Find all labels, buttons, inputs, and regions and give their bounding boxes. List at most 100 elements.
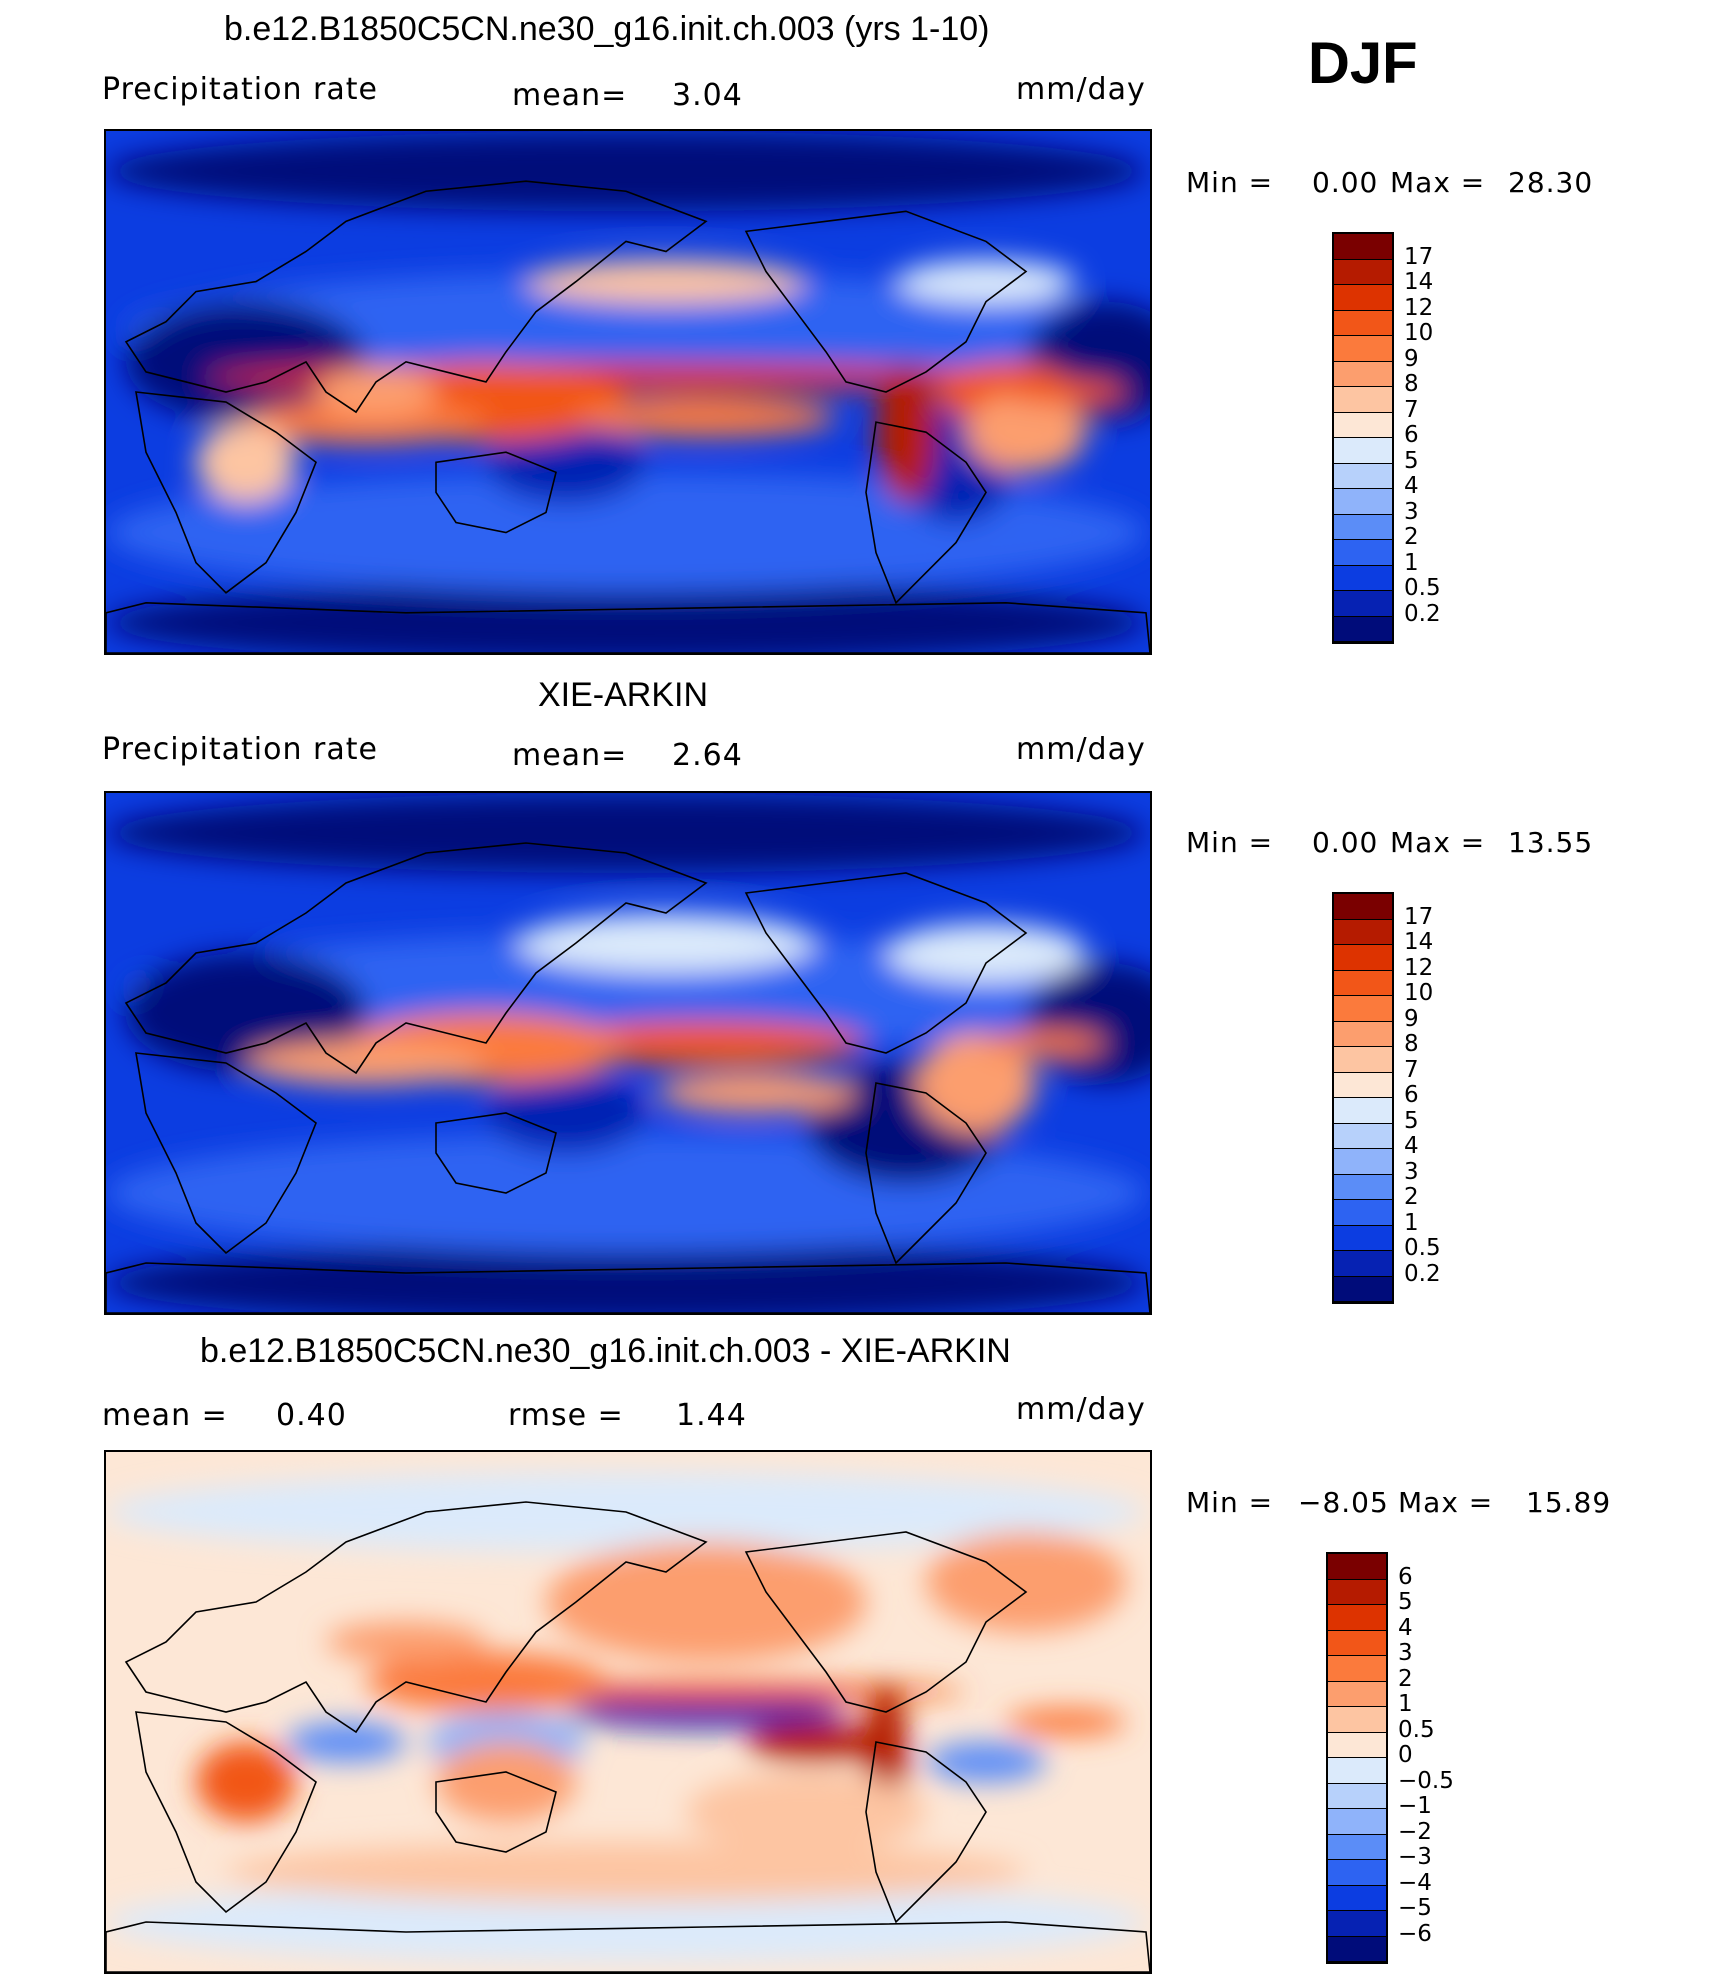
panel1-max-value: 28.30 xyxy=(1508,166,1594,199)
coastline xyxy=(435,1112,557,1194)
colorbar-cell xyxy=(1328,1860,1386,1886)
colorbar-tick-label: 1 xyxy=(1398,1691,1413,1717)
colorbar-tick-label: 4 xyxy=(1404,1133,1419,1159)
colorbar-cell xyxy=(1334,591,1392,617)
colorbar-cell xyxy=(1334,1047,1392,1073)
panel2-colorbar xyxy=(1332,892,1394,1304)
colorbar-tick-label: −2 xyxy=(1398,1818,1432,1845)
colorbar-tick-label: 6 xyxy=(1398,1563,1413,1590)
panel1-variable-label: Precipitation rate xyxy=(102,72,378,107)
field-blob xyxy=(316,366,436,418)
colorbar-tick-label: 0.2 xyxy=(1404,600,1441,627)
field-blob xyxy=(246,400,486,445)
colorbar-tick-label: 1 xyxy=(1404,549,1419,576)
colorbar-cell xyxy=(1334,463,1392,489)
colorbar-tick-label: 9 xyxy=(1404,345,1419,372)
colorbar-cell xyxy=(1334,412,1392,438)
field-blob xyxy=(486,422,646,503)
colorbar-tick-label: −4 xyxy=(1398,1869,1432,1896)
colorbar-tick-label: −0.5 xyxy=(1398,1767,1454,1794)
colorbar-tick-label: 6 xyxy=(1404,1082,1419,1108)
field-blob xyxy=(106,1882,1146,1962)
colorbar-cell xyxy=(1334,616,1392,642)
panel1-min-value: 0.00 xyxy=(1312,166,1379,199)
colorbar-cell xyxy=(1328,1758,1386,1784)
colorbar-tick-label: 14 xyxy=(1404,929,1434,955)
coastline xyxy=(744,872,1028,1054)
panel3-units: mm/day xyxy=(1016,1392,1146,1427)
coastline xyxy=(106,1921,1150,1972)
colorbar-tick-label: 3 xyxy=(1398,1640,1413,1666)
field-blob xyxy=(886,923,1086,983)
colorbar-tick-label: 5 xyxy=(1404,447,1419,474)
coastline xyxy=(135,1711,317,1914)
colorbar-cell xyxy=(1334,970,1392,996)
colorbar-cell xyxy=(1334,945,1392,971)
panel3-min-value: −8.05 xyxy=(1298,1486,1389,1519)
colorbar-tick-label: 0.5 xyxy=(1404,575,1441,601)
field-blob xyxy=(486,1073,646,1153)
colorbar-cell xyxy=(1334,361,1392,387)
colorbar-tick-label: 0.5 xyxy=(1404,1235,1441,1261)
field-blob xyxy=(876,361,936,503)
coastline xyxy=(124,180,708,414)
colorbar-cell xyxy=(1334,1123,1392,1149)
panel1-units: mm/day xyxy=(1016,72,1146,107)
coastline xyxy=(435,451,557,534)
panel3-min-label: Min = xyxy=(1186,1486,1274,1519)
colorbar-tick-label: 4 xyxy=(1398,1614,1413,1641)
colorbar-cell xyxy=(1334,1098,1392,1124)
coastline xyxy=(135,391,317,594)
colorbar-cell xyxy=(1334,285,1392,311)
colorbar-cell xyxy=(1334,1174,1392,1200)
colorbar-tick-label: 0.5 xyxy=(1398,1716,1435,1743)
panel2-mean-label: mean= xyxy=(512,738,628,773)
panel1-max-label: Max = xyxy=(1390,166,1486,199)
field-blob xyxy=(566,1696,846,1728)
panel1-mean-label: mean= xyxy=(512,78,628,113)
colorbar-tick-label: 10 xyxy=(1404,320,1434,346)
colorbar-tick-label: 8 xyxy=(1404,1031,1419,1057)
colorbar-cell xyxy=(1334,438,1392,464)
colorbar-tick-label: 5 xyxy=(1404,1107,1419,1134)
panel1-mean-value: 3.04 xyxy=(672,78,743,113)
colorbar-cell xyxy=(1334,996,1392,1022)
field-blob xyxy=(926,1742,1046,1782)
field-blob xyxy=(326,1622,486,1662)
coastline xyxy=(135,1052,317,1255)
field-blob xyxy=(746,1722,886,1762)
coastline xyxy=(744,1531,1028,1713)
colorbar-cell xyxy=(1328,1783,1386,1809)
field-blob xyxy=(196,422,296,503)
coastline xyxy=(106,1262,1150,1313)
colorbar-tick-label: 9 xyxy=(1404,1005,1419,1032)
colorbar-tick-label: 7 xyxy=(1404,396,1419,423)
colorbar-cell xyxy=(1334,894,1392,920)
panel2-variable-label: Precipitation rate xyxy=(102,732,378,767)
colorbar-tick-label: 2 xyxy=(1398,1665,1413,1692)
field-blob xyxy=(966,392,1086,473)
field-blob xyxy=(196,1742,296,1822)
panel2-map xyxy=(104,791,1152,1315)
colorbar-tick-label: 2 xyxy=(1404,524,1419,550)
colorbar-tick-label: 6 xyxy=(1404,422,1419,448)
field-blob xyxy=(986,1031,1106,1055)
colorbar-cell xyxy=(1334,234,1392,260)
colorbar-tick-label: 3 xyxy=(1404,498,1419,525)
field-blob xyxy=(516,913,816,973)
colorbar-cell xyxy=(1328,1605,1386,1631)
field-blob xyxy=(126,301,366,423)
field-blob xyxy=(126,271,1126,392)
field-blob xyxy=(126,933,1126,1053)
panel1-colorbar xyxy=(1332,232,1394,644)
colorbar-tick-label: 2 xyxy=(1404,1184,1419,1210)
panel3-title: b.e12.B1850C5CN.ne30_g16.init.ch.003 - X… xyxy=(200,1332,1011,1370)
colorbar-tick-label: 14 xyxy=(1404,269,1434,295)
colorbar-cell xyxy=(1328,1885,1386,1911)
colorbar-tick-label: 8 xyxy=(1404,371,1419,397)
panel2-max-label: Max = xyxy=(1390,826,1486,859)
coastline xyxy=(865,421,987,605)
colorbar-tick-label: 0 xyxy=(1398,1742,1413,1768)
field-blob xyxy=(656,1073,856,1113)
colorbar-cell xyxy=(1328,1681,1386,1707)
